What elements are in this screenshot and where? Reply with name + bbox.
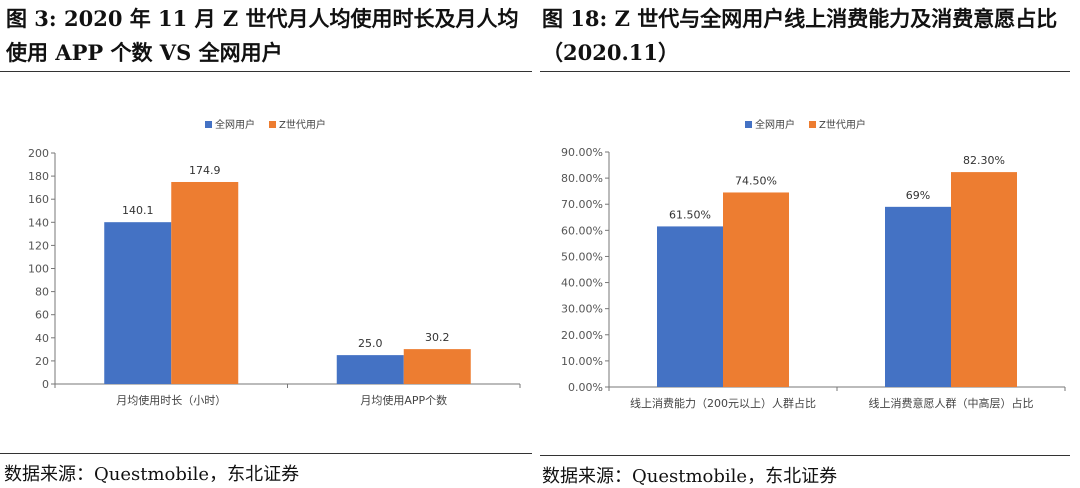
right-bar <box>951 172 1017 387</box>
left-y-tick-label: 100 <box>28 263 49 276</box>
right-figure: 图 18: Z 世代与全网用户线上消费能力及消费意愿占比（2020.11） 0.… <box>540 0 1080 487</box>
left-data-label: 140.1 <box>122 204 154 217</box>
left-category-label: 月均使用APP个数 <box>360 394 447 407</box>
left-bar <box>171 181 239 384</box>
left-legend-swatch <box>205 121 212 128</box>
left-y-tick-label: 80 <box>35 286 49 299</box>
left-y-tick-label: 200 <box>28 147 49 160</box>
left-legend: 全网用户 Z世代用户 <box>205 118 326 131</box>
left-data-label: 30.2 <box>425 331 450 344</box>
right-y-tick-label: 90.00% <box>561 146 603 159</box>
right-bar <box>723 192 789 387</box>
right-legend-swatch <box>745 121 752 128</box>
left-y-tick-label: 140 <box>28 216 49 229</box>
left-data-label: 25.0 <box>358 337 383 350</box>
right-source-note: 数据来源：Questmobile，东北证券 <box>542 466 838 487</box>
right-legend-label: Z世代用户 <box>819 118 866 131</box>
right-legend: 全网用户 Z世代用户 <box>745 118 866 131</box>
right-title-rule <box>540 71 1070 72</box>
left-figure: 图 3: 2020 年 11 月 Z 世代月人均使用时长及月人均使用 APP 个… <box>0 0 532 485</box>
right-legend-swatch <box>809 121 816 128</box>
left-source-rule <box>0 453 532 454</box>
right-y-tick-label: 80.00% <box>561 172 603 185</box>
right-data-label: 69% <box>906 189 930 202</box>
left-y-tick-label: 160 <box>28 193 49 206</box>
left-y-tick-label: 40 <box>35 332 49 345</box>
left-title-rule <box>0 71 532 72</box>
right-data-label: 61.50% <box>669 208 711 221</box>
right-legend-label: 全网用户 <box>755 118 795 131</box>
left-y-tick-label: 60 <box>35 309 49 322</box>
right-bar <box>657 226 723 387</box>
right-source-rule <box>540 455 1070 456</box>
left-figure-title: 图 3: 2020 年 11 月 Z 世代月人均使用时长及月人均使用 APP 个… <box>6 6 519 65</box>
right-y-tick-label: 70.00% <box>561 198 603 211</box>
right-y-tick-label: 60.00% <box>561 224 603 237</box>
right-chart: 0.00% 10.00% 20.00% 30.00% 40.00% 50.00% 60.00… <box>561 118 1066 410</box>
left-legend-swatch <box>269 121 276 128</box>
left-y-tick-label: 20 <box>35 355 49 368</box>
right-y-tick-label: 50.00% <box>561 250 603 263</box>
left-y-tick-label: 180 <box>28 170 49 183</box>
left-bar <box>104 222 172 384</box>
right-category-label: 线上消费意愿人群（中高层）占比 <box>869 396 1034 410</box>
left-category-label: 月均使用时长（小时） <box>116 394 226 407</box>
right-data-label: 82.30% <box>963 154 1005 167</box>
right-y-tick-label: 30.00% <box>561 303 603 316</box>
left-chart: 0 20 40 60 80 100 120 140 160 180 200 140.1 174.9 月均使… <box>28 118 521 407</box>
left-bar <box>336 355 404 384</box>
left-y-tick-label: 0 <box>42 378 49 391</box>
right-data-label: 74.50% <box>735 174 777 187</box>
left-y-tick-label: 120 <box>28 239 49 252</box>
right-category-label: 线上消费能力（200元以上）人群占比 <box>630 396 816 410</box>
right-bar <box>885 206 951 387</box>
left-legend-label: 全网用户 <box>215 118 255 131</box>
right-y-tick-label: 10.00% <box>561 355 603 368</box>
left-bar <box>403 349 471 384</box>
right-figure-title: 图 18: Z 世代与全网用户线上消费能力及消费意愿占比（2020.11） <box>542 6 1058 65</box>
right-y-tick-label: 20.00% <box>561 329 603 342</box>
left-legend-label: Z世代用户 <box>279 118 326 131</box>
left-data-label: 174.9 <box>189 164 221 177</box>
left-source-note: 数据来源：Questmobile，东北证券 <box>4 464 300 485</box>
right-y-tick-label: 40.00% <box>561 277 603 290</box>
right-y-tick-label: 0.00% <box>568 381 603 394</box>
